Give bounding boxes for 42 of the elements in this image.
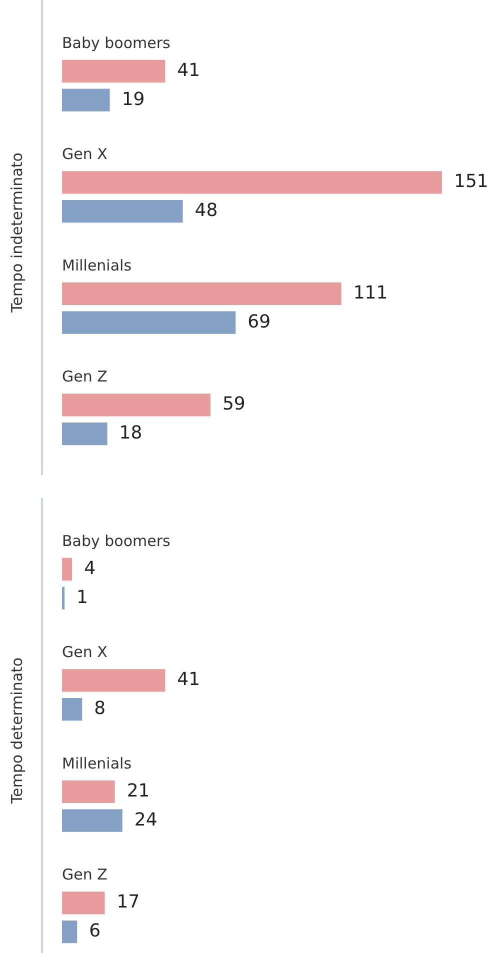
bar bbox=[62, 809, 122, 832]
data-label: 59 bbox=[222, 394, 246, 415]
data-label: 41 bbox=[177, 60, 200, 81]
y-tick-label: Gen X bbox=[62, 145, 108, 164]
bar bbox=[62, 394, 210, 416]
data-label: 151 bbox=[454, 171, 488, 192]
data-label: 17 bbox=[116, 892, 140, 913]
data-label: 1 bbox=[76, 586, 88, 608]
data-label: 111 bbox=[353, 282, 388, 304]
y-tick-label: Gen X bbox=[62, 643, 108, 662]
bar bbox=[62, 669, 166, 692]
bar bbox=[62, 920, 78, 944]
bar bbox=[62, 60, 166, 82]
y-tick-label: Baby boomers bbox=[62, 34, 171, 52]
bar bbox=[62, 780, 115, 803]
data-label: 6 bbox=[89, 920, 101, 942]
data-label: 48 bbox=[194, 200, 218, 222]
data-label: 24 bbox=[134, 809, 158, 830]
bar bbox=[62, 282, 342, 305]
y-tick-label: Millenials bbox=[62, 256, 132, 274]
bar bbox=[62, 171, 442, 194]
y-axis-title: Tempo indeterminato bbox=[8, 152, 26, 314]
bar bbox=[62, 698, 82, 721]
data-label: 41 bbox=[177, 669, 200, 690]
y-tick-label: Millenials bbox=[62, 754, 132, 772]
data-label: 4 bbox=[84, 558, 96, 579]
data-label: 18 bbox=[119, 422, 142, 444]
data-label: 19 bbox=[122, 88, 145, 110]
bar bbox=[62, 422, 108, 446]
y-axis-title: Tempo determinato bbox=[8, 657, 26, 805]
bar bbox=[62, 586, 65, 610]
data-label: 21 bbox=[126, 780, 150, 802]
bar bbox=[62, 311, 236, 334]
bar bbox=[62, 88, 110, 112]
bar bbox=[62, 200, 183, 223]
y-tick-label: Baby boomers bbox=[62, 532, 171, 550]
data-label: 8 bbox=[94, 698, 106, 720]
data-label: 69 bbox=[248, 311, 271, 332]
y-tick-label: Gen Z bbox=[62, 866, 108, 884]
y-tick-label: Gen Z bbox=[62, 368, 108, 386]
bar bbox=[62, 892, 105, 914]
bar bbox=[62, 558, 72, 580]
